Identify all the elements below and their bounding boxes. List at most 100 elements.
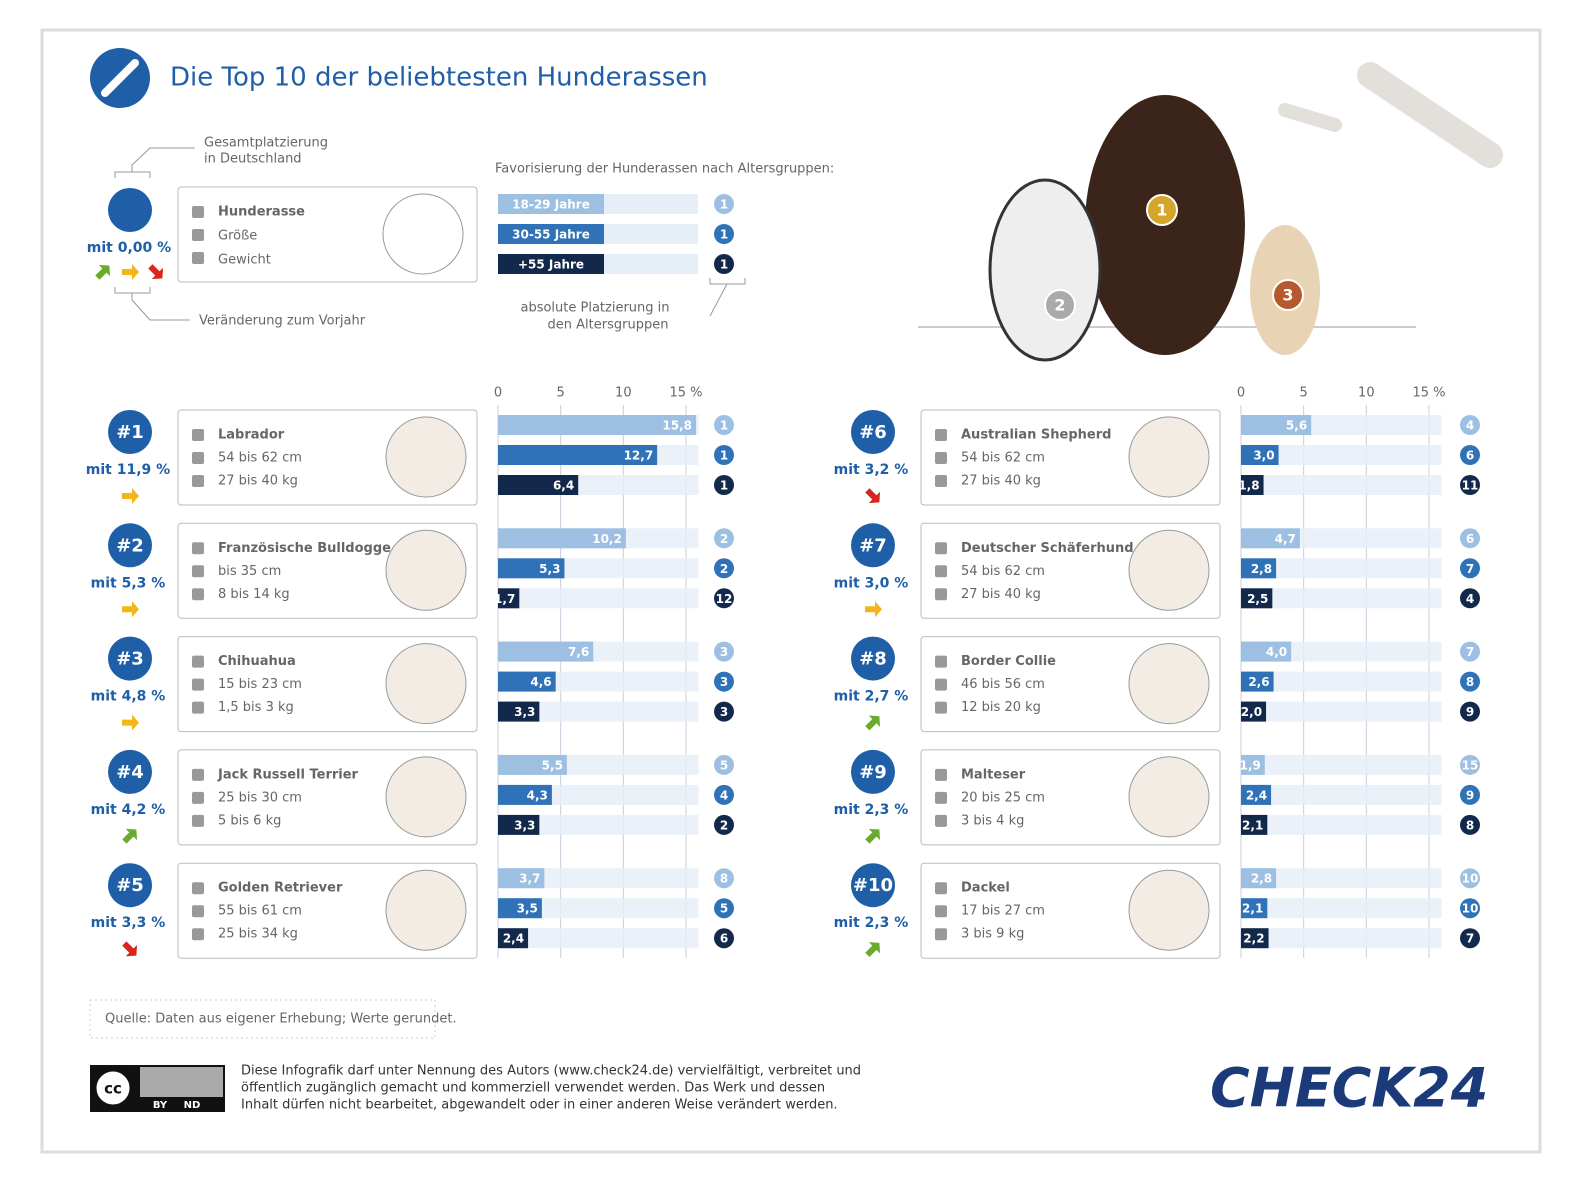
value-label: 3,0: [1253, 449, 1274, 463]
trend-note: Veränderung zum Vorjahr: [199, 314, 366, 329]
bar: [1241, 784, 1272, 805]
rank-number: 1: [720, 228, 728, 242]
trend-arrow-up: [122, 828, 138, 844]
rank-number: 1: [720, 449, 728, 463]
chart-note: Favorisierung der Hunderassen nach Alter…: [495, 162, 834, 177]
value-label: 1,8: [1238, 479, 1259, 493]
share: mit 2,3 %: [834, 802, 909, 818]
field-icon: [935, 882, 947, 895]
bar: [498, 898, 542, 919]
rank-number: 8: [720, 872, 728, 886]
rank-badge: [108, 636, 152, 681]
trend-arrow-up: [865, 715, 881, 731]
breed-weight: 1,5 bis 3 kg: [218, 700, 294, 715]
rank-number: 10: [1462, 902, 1479, 916]
rank-number: 3: [720, 645, 728, 659]
rank-circle: [1460, 415, 1480, 435]
rank-label: #8: [859, 649, 887, 670]
bar: [498, 588, 520, 609]
value-label: 15,8: [662, 419, 692, 433]
age-group: 18-29 Jahre: [512, 198, 590, 212]
breed-size: 54 bis 62 cm: [218, 451, 302, 466]
rank-label: #4: [116, 762, 144, 783]
medal-number: 2: [1054, 296, 1065, 315]
rank-number: 10: [1462, 872, 1479, 886]
bar: [498, 671, 556, 692]
bracket: [709, 278, 746, 317]
rank-circle: [1460, 528, 1480, 549]
field-icon: [192, 206, 204, 218]
field-icon: [935, 475, 947, 487]
field-icon: [192, 768, 204, 781]
value-label: 7,6: [568, 645, 589, 659]
rank-circle: [714, 415, 734, 435]
bar: [1241, 558, 1277, 579]
bar: [498, 868, 545, 889]
bar: [498, 754, 567, 775]
rank-number: 1: [720, 258, 728, 272]
rank-number: 9: [1466, 788, 1474, 802]
x-tick-label: 15 %: [669, 386, 702, 401]
rank-circle: [714, 528, 734, 549]
field-icon: [935, 928, 947, 941]
value-label: 2,8: [1251, 562, 1272, 576]
trend-arrow-same: [865, 601, 882, 618]
rank-number: 12: [716, 592, 733, 606]
breed-size: 15 bis 23 cm: [218, 677, 302, 692]
share-sample: mit 0,00 %: [87, 240, 171, 256]
breed-weight: 8 bis 14 kg: [218, 587, 290, 602]
field-icon: [192, 928, 204, 941]
x-tick-label: 5: [557, 386, 565, 401]
share: mit 5,3 %: [91, 575, 166, 591]
track: [498, 701, 699, 722]
license-line: Inhalt dürfen nicht bearbeitet, abgewand…: [241, 1098, 838, 1113]
track: [1241, 928, 1442, 949]
share: mit 4,8 %: [91, 689, 166, 705]
field-icon: [192, 588, 204, 601]
breed-size: 54 bis 62 cm: [961, 564, 1045, 579]
rank-circle: [1460, 898, 1480, 919]
bar: [498, 558, 565, 579]
field-icon: [935, 655, 947, 668]
rank-label: #9: [859, 762, 887, 783]
breed-name: Golden Retriever: [218, 881, 343, 896]
cc-circle: [93, 1068, 133, 1108]
field-icon: [935, 678, 947, 691]
track: [1241, 701, 1442, 722]
bar: [1241, 528, 1300, 549]
breed-weight: 27 bis 40 kg: [961, 474, 1041, 489]
legend-field: Größe: [218, 229, 257, 244]
trend-arrow-down: [122, 941, 138, 957]
rank-note: absolute Platzierung in: [520, 301, 669, 316]
track: [1241, 868, 1442, 889]
field-icon: [192, 791, 204, 804]
value-label: 3,3: [514, 818, 535, 832]
bar: [498, 784, 552, 805]
x-tick-label: 10: [615, 386, 632, 401]
rank-badge: [108, 410, 152, 454]
field-icon: [935, 791, 947, 804]
rank-number: 6: [720, 932, 728, 946]
field-icon: [192, 814, 204, 827]
rank-number: 8: [1466, 675, 1474, 689]
value-label: 4,6: [530, 675, 551, 689]
track: [1241, 671, 1442, 692]
bar: [1241, 814, 1268, 835]
share: mit 3,2 %: [834, 462, 909, 478]
track: [1241, 475, 1442, 495]
breed-photo: [1128, 529, 1210, 611]
field-icon: [935, 452, 947, 464]
share: mit 2,3 %: [834, 915, 909, 931]
rank-circle: [1460, 814, 1480, 835]
bar: [1241, 588, 1273, 609]
rank-badge: [108, 749, 152, 794]
value-label: 3,5: [517, 902, 538, 916]
bone-decoration: [1357, 62, 1503, 168]
rank-badge: [851, 636, 895, 681]
rank-label: #10: [853, 875, 893, 896]
breed-name: Labrador: [218, 428, 285, 443]
cc-by: BY: [153, 1100, 168, 1111]
breed-name: Jack Russell Terrier: [217, 767, 359, 782]
track: [498, 868, 699, 889]
rank-number: 2: [720, 818, 728, 832]
